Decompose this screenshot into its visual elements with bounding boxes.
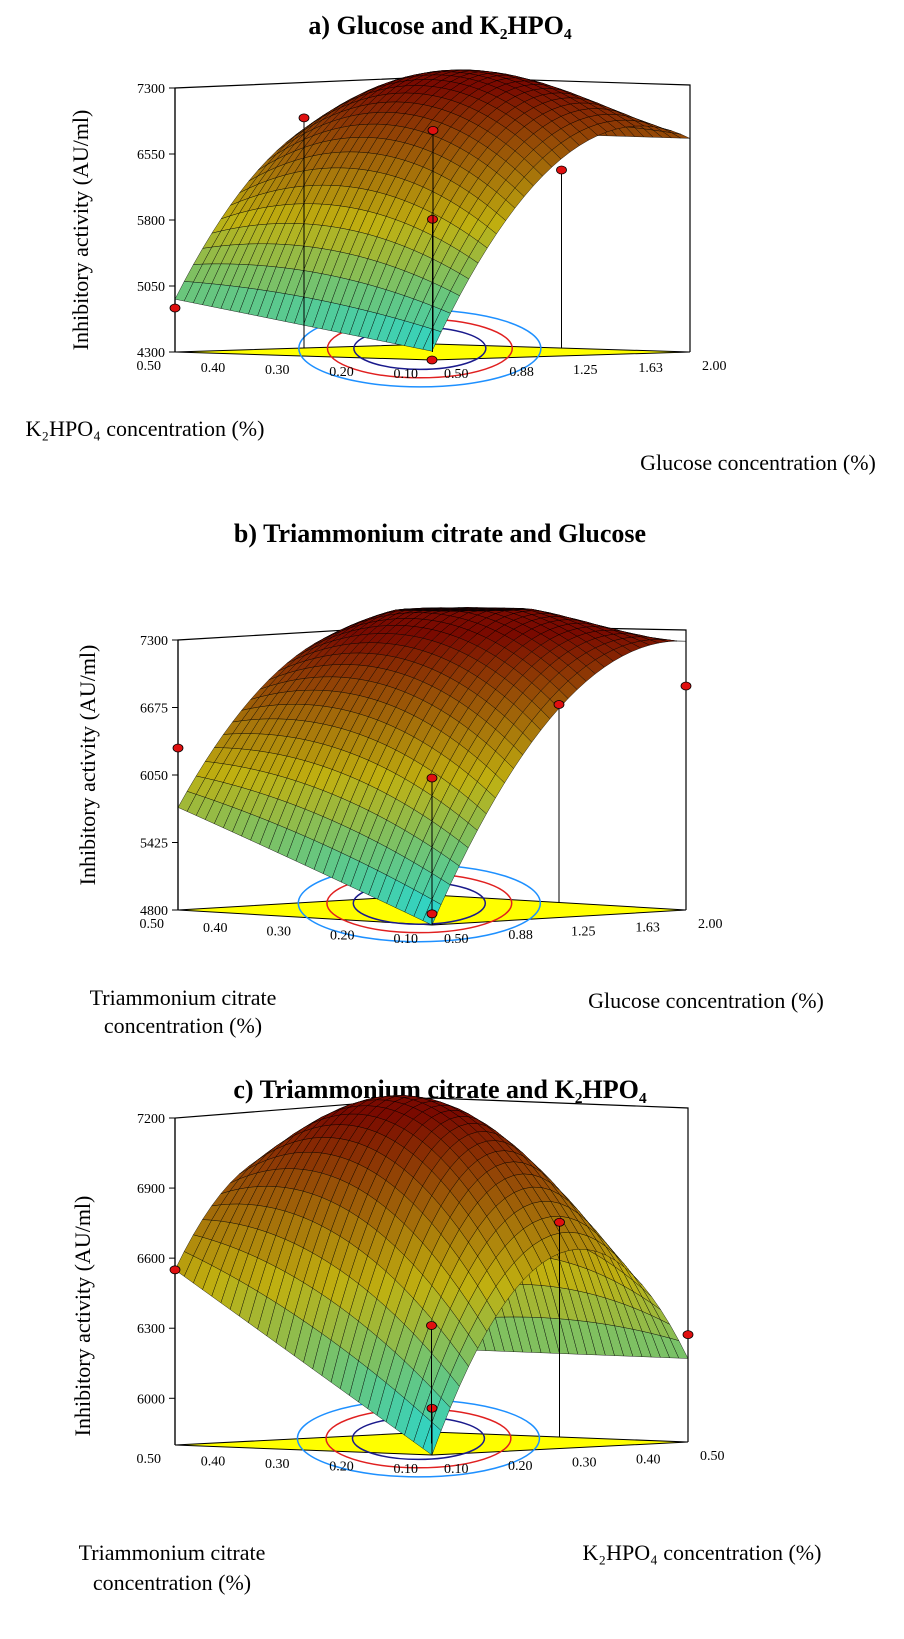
- x-axis-label-c: K₂HPO₄ concentration (%): [583, 1540, 822, 1565]
- y-tick-label: 0.30: [265, 363, 290, 378]
- z-tick-label: 7300: [140, 634, 168, 649]
- design-point: [426, 355, 438, 365]
- z-tick-label: 5425: [140, 837, 168, 852]
- x-tick-label: 1.63: [638, 361, 663, 376]
- y-tick-label: 0.40: [201, 361, 226, 376]
- surface-c: 6000 6300 6600 6900 7200 0.10 0.20 0.30 0.40 0.50…: [137, 1095, 725, 1478]
- y-tick-label: 0.40: [201, 1455, 226, 1470]
- y-tick-label: 0.20: [330, 928, 355, 943]
- chart-title-a: a) Glucose and K₂HPO₄: [308, 11, 572, 40]
- y-tick-label: 0.30: [265, 1457, 290, 1472]
- y-tick-label: 0.30: [267, 925, 292, 940]
- design-point: [172, 743, 184, 753]
- panel-b: b) Triammonium citrate and Glucose 4800 5…: [75, 519, 824, 1038]
- chart-title-c: c) Triammonium citrate and K₂HPO₄: [233, 1075, 646, 1104]
- y-tick-label: 0.10: [394, 367, 419, 382]
- z-tick-label: 4800: [140, 904, 168, 919]
- z-tick-label: 6300: [137, 1322, 165, 1337]
- x-tick-label: 0.88: [508, 928, 533, 943]
- z-axis-label-c: Inhibitory activity (AU/ml): [70, 1196, 95, 1437]
- x-tick-label: 0.50: [700, 1449, 725, 1464]
- panel-c: c) Triammonium citrate and K₂HPO₄ 6000 63…: [70, 1075, 821, 1595]
- design-point: [680, 681, 692, 691]
- z-tick-label: 6675: [140, 702, 168, 717]
- z-tick-label: 6600: [137, 1252, 165, 1267]
- z-tick-label: 7200: [137, 1112, 165, 1127]
- z-axis-label-a: Inhibitory activity (AU/ml): [68, 110, 93, 351]
- z-tick-label: 6550: [137, 148, 165, 163]
- x-axis-label-a: Glucose concentration (%): [640, 450, 876, 475]
- design-point: [554, 1217, 565, 1227]
- y-axis-label-c-line2: concentration (%): [93, 1570, 251, 1595]
- y-axis-label-b-line1: Triammonium citrate: [90, 985, 277, 1010]
- y-tick-label: 0.50: [137, 359, 162, 374]
- design-point: [427, 125, 439, 135]
- y-tick-label: 0.40: [203, 921, 228, 936]
- x-tick-label: 2.00: [698, 917, 723, 932]
- x-axis-label-b: Glucose concentration (%): [588, 988, 824, 1013]
- x-tick-label: 0.40: [636, 1452, 661, 1467]
- y-tick-label: 0.10: [394, 1462, 419, 1477]
- y-axis-label-a: K₂HPO₄ concentration (%): [26, 416, 265, 441]
- z-tick-label: 4300: [137, 346, 165, 361]
- x-tick-label: 1.25: [573, 363, 598, 378]
- x-tick-label: 0.50: [444, 367, 469, 382]
- design-point: [298, 113, 310, 123]
- surface-a: 4300 5050 5800 6550 7300 0.50 0.88 1.25 1.63 2.00…: [137, 69, 727, 388]
- panel-a: a) Glucose and K₂HPO₄ 4300 5050 5800 6550 73…: [26, 11, 876, 475]
- design-point: [169, 303, 181, 313]
- x-tick-label: 0.10: [444, 1462, 469, 1477]
- z-tick-label: 7300: [137, 82, 165, 97]
- design-point: [556, 165, 567, 175]
- x-tick-label: 1.25: [571, 925, 596, 940]
- x-tick-label: 2.00: [702, 359, 727, 374]
- x-tick-label: 1.63: [635, 921, 660, 936]
- y-tick-label: 0.10: [394, 932, 419, 947]
- x-tick-label: 0.20: [508, 1459, 533, 1474]
- design-point: [682, 1330, 694, 1340]
- y-tick-label: 0.20: [329, 1460, 354, 1475]
- design-point: [426, 909, 438, 919]
- design-point: [426, 773, 438, 783]
- z-tick-label: 6000: [137, 1392, 165, 1407]
- z-tick-label: 6050: [140, 769, 168, 784]
- y-axis-label-c-line1: Triammonium citrate: [79, 1540, 266, 1565]
- y-tick-label: 0.50: [137, 1452, 162, 1467]
- y-tick-label: 0.20: [329, 365, 354, 380]
- design-point: [426, 1321, 437, 1330]
- z-tick-label: 5800: [137, 214, 165, 229]
- surface-b: 4800 5425 6050 6675 7300 0.50 0.88 1.25 1.63 2.00…: [140, 607, 723, 947]
- x-tick-label: 0.50: [444, 932, 469, 947]
- chart-title-b: b) Triammonium citrate and Glucose: [234, 519, 646, 548]
- z-tick-label: 5050: [137, 280, 165, 295]
- y-tick-label: 0.50: [140, 917, 165, 932]
- z-tick-label: 6900: [137, 1182, 165, 1197]
- y-axis-label-b-line2: concentration (%): [104, 1013, 262, 1038]
- z-axis-label-b: Inhibitory activity (AU/ml): [75, 645, 100, 886]
- design-point: [553, 700, 565, 709]
- design-point: [169, 1265, 181, 1275]
- x-tick-label: 0.88: [509, 365, 534, 380]
- x-tick-label: 0.30: [572, 1456, 597, 1471]
